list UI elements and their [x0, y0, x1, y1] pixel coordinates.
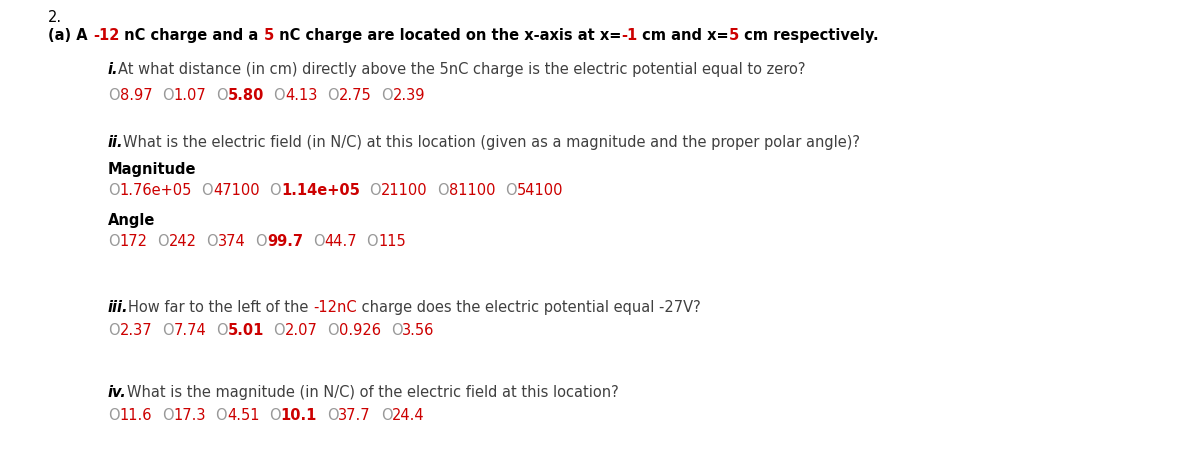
Text: O: O: [505, 183, 517, 198]
Text: 54100: 54100: [517, 183, 563, 198]
Text: O: O: [108, 88, 120, 103]
Text: cm and x=: cm and x=: [637, 28, 730, 43]
Text: 4.13: 4.13: [286, 88, 318, 103]
Text: O: O: [326, 408, 338, 423]
Text: 5: 5: [728, 28, 739, 43]
Text: O: O: [382, 88, 392, 103]
Text: O: O: [206, 234, 218, 249]
Text: O: O: [366, 234, 378, 249]
Text: 10.1: 10.1: [281, 408, 317, 423]
Text: 7.74: 7.74: [174, 323, 206, 338]
Text: cm respectively.: cm respectively.: [739, 28, 878, 43]
Text: 5.80: 5.80: [228, 88, 264, 103]
Text: O: O: [216, 88, 228, 103]
Text: O: O: [216, 408, 227, 423]
Text: 17.3: 17.3: [173, 408, 206, 423]
Text: O: O: [274, 323, 286, 338]
Text: (a) A: (a) A: [48, 28, 92, 43]
Text: O: O: [108, 323, 120, 338]
Text: O: O: [328, 323, 340, 338]
Text: iv.: iv.: [108, 385, 127, 400]
Text: 172: 172: [120, 234, 148, 249]
Text: 24.4: 24.4: [392, 408, 425, 423]
Text: O: O: [256, 234, 268, 249]
Text: O: O: [370, 183, 382, 198]
Text: 2.07: 2.07: [286, 323, 318, 338]
Text: 2.39: 2.39: [392, 88, 425, 103]
Text: O: O: [269, 408, 281, 423]
Text: O: O: [108, 234, 120, 249]
Text: 21100: 21100: [382, 183, 428, 198]
Text: i.: i.: [108, 62, 119, 77]
Text: 4.51: 4.51: [227, 408, 259, 423]
Text: 1.07: 1.07: [174, 88, 206, 103]
Text: 3.56: 3.56: [402, 323, 434, 338]
Text: O: O: [108, 183, 120, 198]
Text: O: O: [313, 234, 324, 249]
Text: O: O: [162, 408, 173, 423]
Text: 115: 115: [378, 234, 406, 249]
Text: At what distance (in cm) directly above the 5nC charge is the electric potential: At what distance (in cm) directly above …: [119, 62, 806, 77]
Text: How far to the left of the: How far to the left of the: [128, 300, 313, 315]
Text: O: O: [328, 88, 338, 103]
Text: Angle: Angle: [108, 213, 155, 228]
Text: 2.75: 2.75: [338, 88, 372, 103]
Text: 1.14e+05: 1.14e+05: [281, 183, 360, 198]
Text: 8.97: 8.97: [120, 88, 152, 103]
Text: O: O: [162, 323, 174, 338]
Text: 5.01: 5.01: [228, 323, 264, 338]
Text: O: O: [274, 88, 286, 103]
Text: 242: 242: [169, 234, 197, 249]
Text: O: O: [108, 408, 120, 423]
Text: charge does the electric potential equal -27V?: charge does the electric potential equal…: [358, 300, 701, 315]
Text: 81100: 81100: [449, 183, 496, 198]
Text: 37.7: 37.7: [338, 408, 371, 423]
Text: O: O: [157, 234, 169, 249]
Text: -12nC: -12nC: [313, 300, 358, 315]
Text: 44.7: 44.7: [324, 234, 356, 249]
Text: O: O: [380, 408, 392, 423]
Text: iii.: iii.: [108, 300, 128, 315]
Text: 374: 374: [218, 234, 246, 249]
Text: O: O: [438, 183, 449, 198]
Text: O: O: [162, 88, 174, 103]
Text: 0.926: 0.926: [340, 323, 382, 338]
Text: O: O: [391, 323, 402, 338]
Text: ii.: ii.: [108, 135, 124, 150]
Text: 99.7: 99.7: [268, 234, 304, 249]
Text: O: O: [202, 183, 214, 198]
Text: 2.37: 2.37: [120, 323, 152, 338]
Text: What is the magnitude (in N/C) of the electric field at this location?: What is the magnitude (in N/C) of the el…: [127, 385, 618, 400]
Text: 47100: 47100: [214, 183, 260, 198]
Text: nC charge and a: nC charge and a: [119, 28, 264, 43]
Text: 1.76e+05: 1.76e+05: [120, 183, 192, 198]
Text: What is the electric field (in N/C) at this location (given as a magnitude and t: What is the electric field (in N/C) at t…: [124, 135, 860, 150]
Text: 5: 5: [264, 28, 274, 43]
Text: 11.6: 11.6: [120, 408, 152, 423]
Text: O: O: [216, 323, 228, 338]
Text: Magnitude: Magnitude: [108, 162, 197, 177]
Text: -12: -12: [92, 28, 119, 43]
Text: nC charge are located on the x-axis at x=: nC charge are located on the x-axis at x…: [274, 28, 622, 43]
Text: -1: -1: [622, 28, 637, 43]
Text: 2.: 2.: [48, 10, 62, 25]
Text: O: O: [270, 183, 281, 198]
